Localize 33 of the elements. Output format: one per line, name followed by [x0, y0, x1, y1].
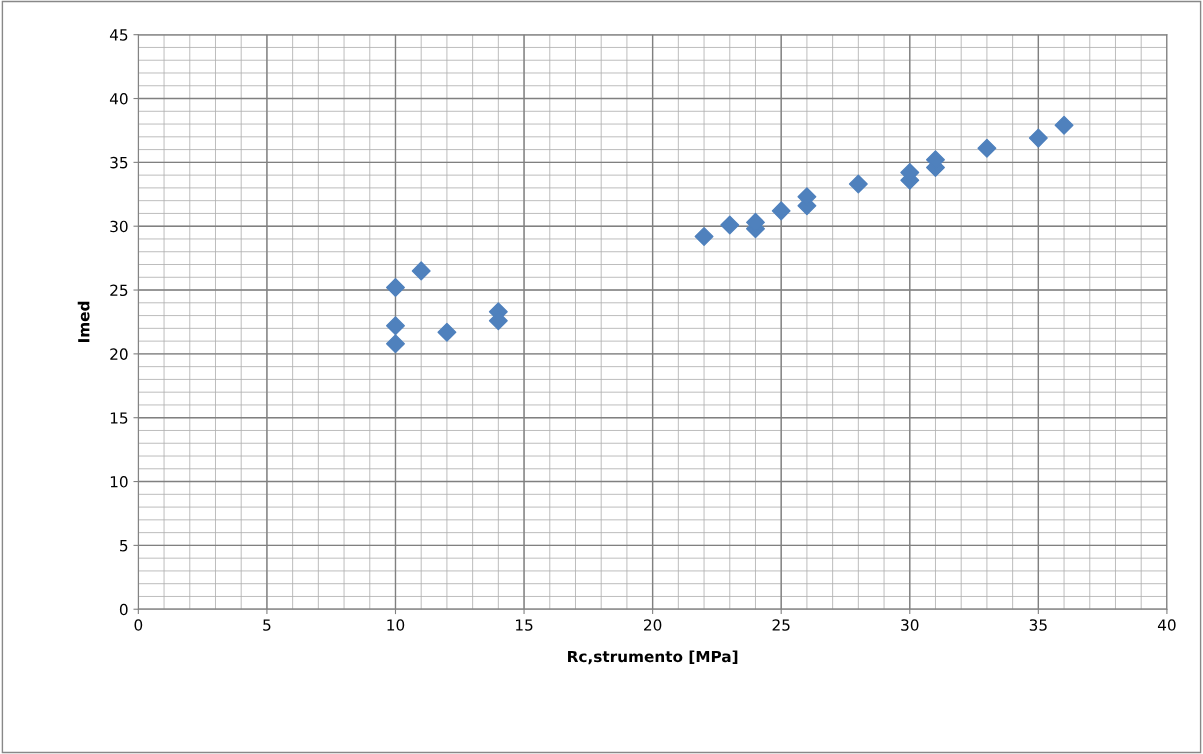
y-tick-label: 25	[110, 284, 128, 297]
x-tick-label: 30	[901, 619, 919, 631]
x-tick-label: 20	[644, 619, 662, 631]
point	[437, 322, 457, 342]
y-tick-label: 15	[110, 412, 128, 424]
y-tick-label: 10	[110, 476, 128, 488]
y-tick-label: 20	[110, 348, 128, 360]
x-tick-label: 15	[516, 619, 533, 631]
x-tick-label: 10	[387, 619, 405, 631]
point	[411, 261, 431, 281]
x-tick-label: 0	[134, 619, 143, 631]
y-tick-label: 45	[109, 29, 128, 41]
point	[771, 201, 791, 221]
point	[386, 334, 405, 354]
point	[1028, 128, 1048, 148]
point	[977, 138, 997, 158]
x-tick-label: 5	[263, 619, 271, 631]
point	[1054, 115, 1074, 135]
point	[720, 215, 740, 235]
point	[386, 316, 405, 336]
x-tick-label: 35	[1029, 619, 1047, 631]
point	[694, 226, 714, 246]
x-tick-label: 25	[772, 619, 790, 631]
y-tick-label: 40	[109, 92, 128, 105]
x-axis-title: Rc,strumento [MPa]	[568, 650, 738, 665]
y-tick-label: 0	[119, 603, 128, 616]
x-tick-label: 40	[1157, 619, 1176, 631]
point	[848, 174, 868, 194]
y-tick-label: 30	[110, 220, 128, 233]
point	[386, 278, 405, 297]
y-tick-label: 35	[110, 156, 128, 169]
y-axis-title: Imed	[77, 301, 90, 343]
y-tick-label: 5	[120, 540, 128, 552]
